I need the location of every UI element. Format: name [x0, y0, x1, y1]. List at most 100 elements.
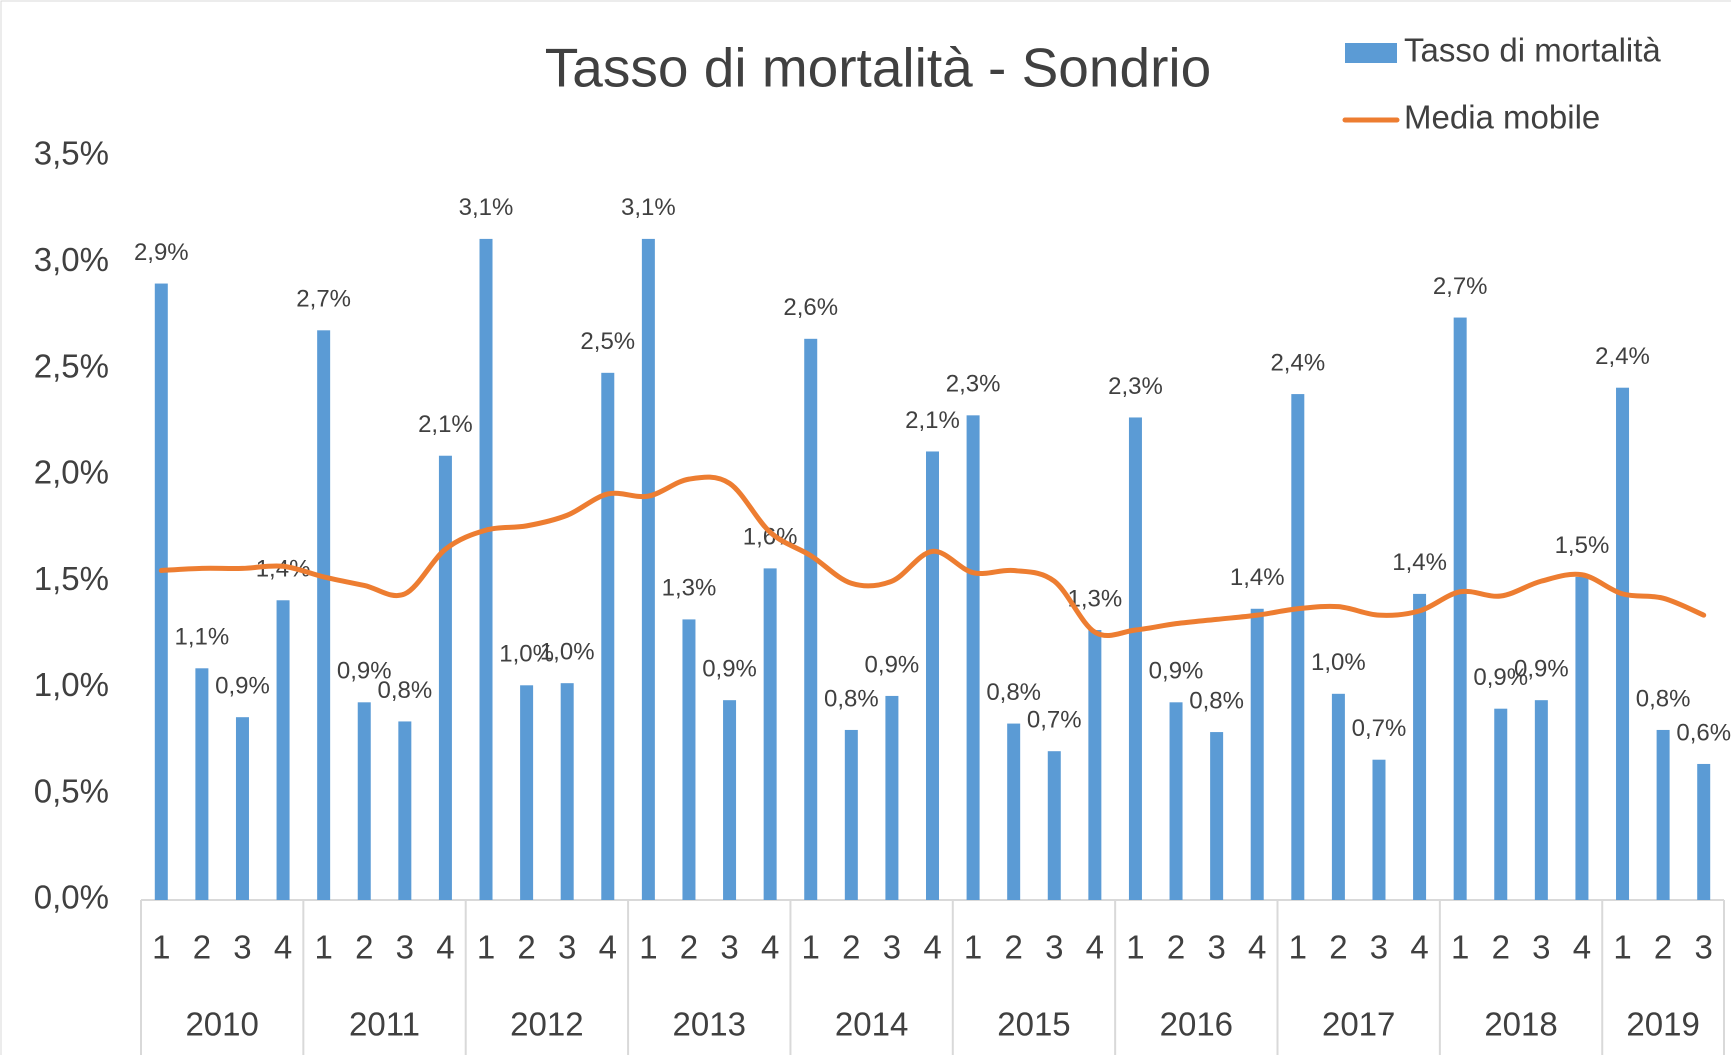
bar [966, 415, 980, 900]
bar [1210, 732, 1224, 900]
chart-title: Tasso di mortalità - Sondrio [545, 37, 1211, 99]
x-tick-label: 2 [1004, 929, 1022, 966]
data-label: 1,1% [175, 624, 230, 651]
x-tick-label: 4 [1086, 929, 1104, 966]
bar [926, 451, 939, 900]
bar [885, 695, 899, 900]
bar [235, 717, 249, 900]
x-tick-label: 3 [720, 929, 738, 966]
data-label: 0,9% [1149, 658, 1204, 685]
bar [154, 283, 168, 900]
bar [601, 372, 615, 900]
data-label: 0,8% [824, 685, 879, 712]
x-tick-label: 2 [355, 929, 373, 966]
x-tick-label: 4 [436, 929, 454, 966]
y-tick-label: 1,0% [34, 666, 109, 703]
bar [1656, 729, 1670, 900]
bar [1331, 693, 1345, 900]
bar [763, 568, 777, 900]
bar [1007, 723, 1021, 900]
legend-label: Tasso di mortalità [1404, 32, 1661, 69]
x-tick-label: 3 [1695, 929, 1713, 966]
bar [804, 338, 818, 901]
year-label: 2012 [510, 1006, 583, 1043]
data-label: 2,7% [1433, 273, 1488, 300]
x-tick-label: 2 [1654, 929, 1672, 966]
y-tick-label: 2,5% [34, 347, 109, 384]
bar [1453, 317, 1467, 900]
data-label: 2,7% [296, 286, 351, 313]
data-label: 0,9% [1514, 656, 1569, 683]
bar [560, 683, 574, 900]
year-label: 2018 [1484, 1006, 1557, 1043]
bar [1616, 387, 1630, 900]
y-tick-label: 3,5% [34, 135, 109, 172]
bar [195, 668, 209, 900]
x-tick-label: 1 [639, 929, 657, 966]
x-tick-label: 4 [1573, 929, 1591, 966]
data-label: 2,1% [905, 407, 960, 434]
y-tick-label: 0,0% [34, 879, 109, 916]
x-tick-label: 1 [314, 929, 332, 966]
bar [1494, 708, 1508, 900]
data-label: 0,8% [1636, 685, 1691, 712]
data-label: 2,5% [580, 328, 635, 355]
x-tick-label: 1 [964, 929, 982, 966]
x-tick-label: 3 [558, 929, 576, 966]
x-tick-label: 2 [193, 929, 211, 966]
bar [357, 702, 371, 900]
year-label: 2013 [673, 1006, 746, 1043]
bar [1047, 751, 1061, 900]
x-tick-label: 2 [1329, 929, 1347, 966]
bar [276, 600, 290, 900]
bar [479, 238, 493, 901]
x-tick-label: 1 [1289, 929, 1307, 966]
bar [1413, 593, 1427, 900]
x-tick-label: 4 [1410, 929, 1428, 966]
data-label: 0,8% [1189, 687, 1244, 714]
x-tick-label: 1 [477, 929, 495, 966]
x-tick-label: 4 [1248, 929, 1266, 966]
x-tick-label: 3 [1532, 929, 1550, 966]
x-tick-label: 1 [1613, 929, 1631, 966]
x-tick-label: 1 [1126, 929, 1144, 966]
data-label: 1,3% [662, 575, 717, 602]
bar [1250, 608, 1264, 900]
data-label: 2,9% [134, 239, 189, 266]
bar [1291, 394, 1305, 900]
y-tick-label: 0,5% [34, 772, 109, 809]
year-label: 2011 [349, 1006, 420, 1043]
bar [1697, 763, 1711, 900]
x-tick-label: 3 [1045, 929, 1063, 966]
bar [641, 238, 655, 901]
x-tick-label: 4 [274, 929, 292, 966]
data-label: 1,0% [499, 641, 554, 668]
data-label: 1,4% [1392, 549, 1447, 576]
x-tick-label: 2 [680, 929, 698, 966]
data-label: 0,9% [1473, 664, 1528, 691]
data-label: 0,9% [215, 673, 270, 700]
bar [1169, 702, 1183, 900]
y-tick-label: 2,0% [34, 454, 109, 491]
year-label: 2019 [1626, 1006, 1699, 1043]
data-label: 3,1% [459, 194, 514, 221]
year-label: 2016 [1160, 1006, 1233, 1043]
year-label: 2014 [835, 1006, 908, 1043]
x-tick-label: 3 [883, 929, 901, 966]
bar [1128, 417, 1142, 900]
x-tick-label: 3 [396, 929, 414, 966]
bar [1372, 759, 1386, 900]
x-tick-label: 2 [517, 929, 535, 966]
data-label: 0,8% [377, 677, 432, 704]
legend-label: Media mobile [1404, 99, 1600, 136]
bar [317, 330, 331, 900]
year-label: 2017 [1322, 1006, 1395, 1043]
data-label: 2,3% [1108, 373, 1163, 400]
data-label: 1,0% [1311, 649, 1366, 676]
legend-swatch [1345, 43, 1397, 63]
x-tick-label: 2 [842, 929, 860, 966]
data-label: 2,3% [946, 371, 1001, 398]
